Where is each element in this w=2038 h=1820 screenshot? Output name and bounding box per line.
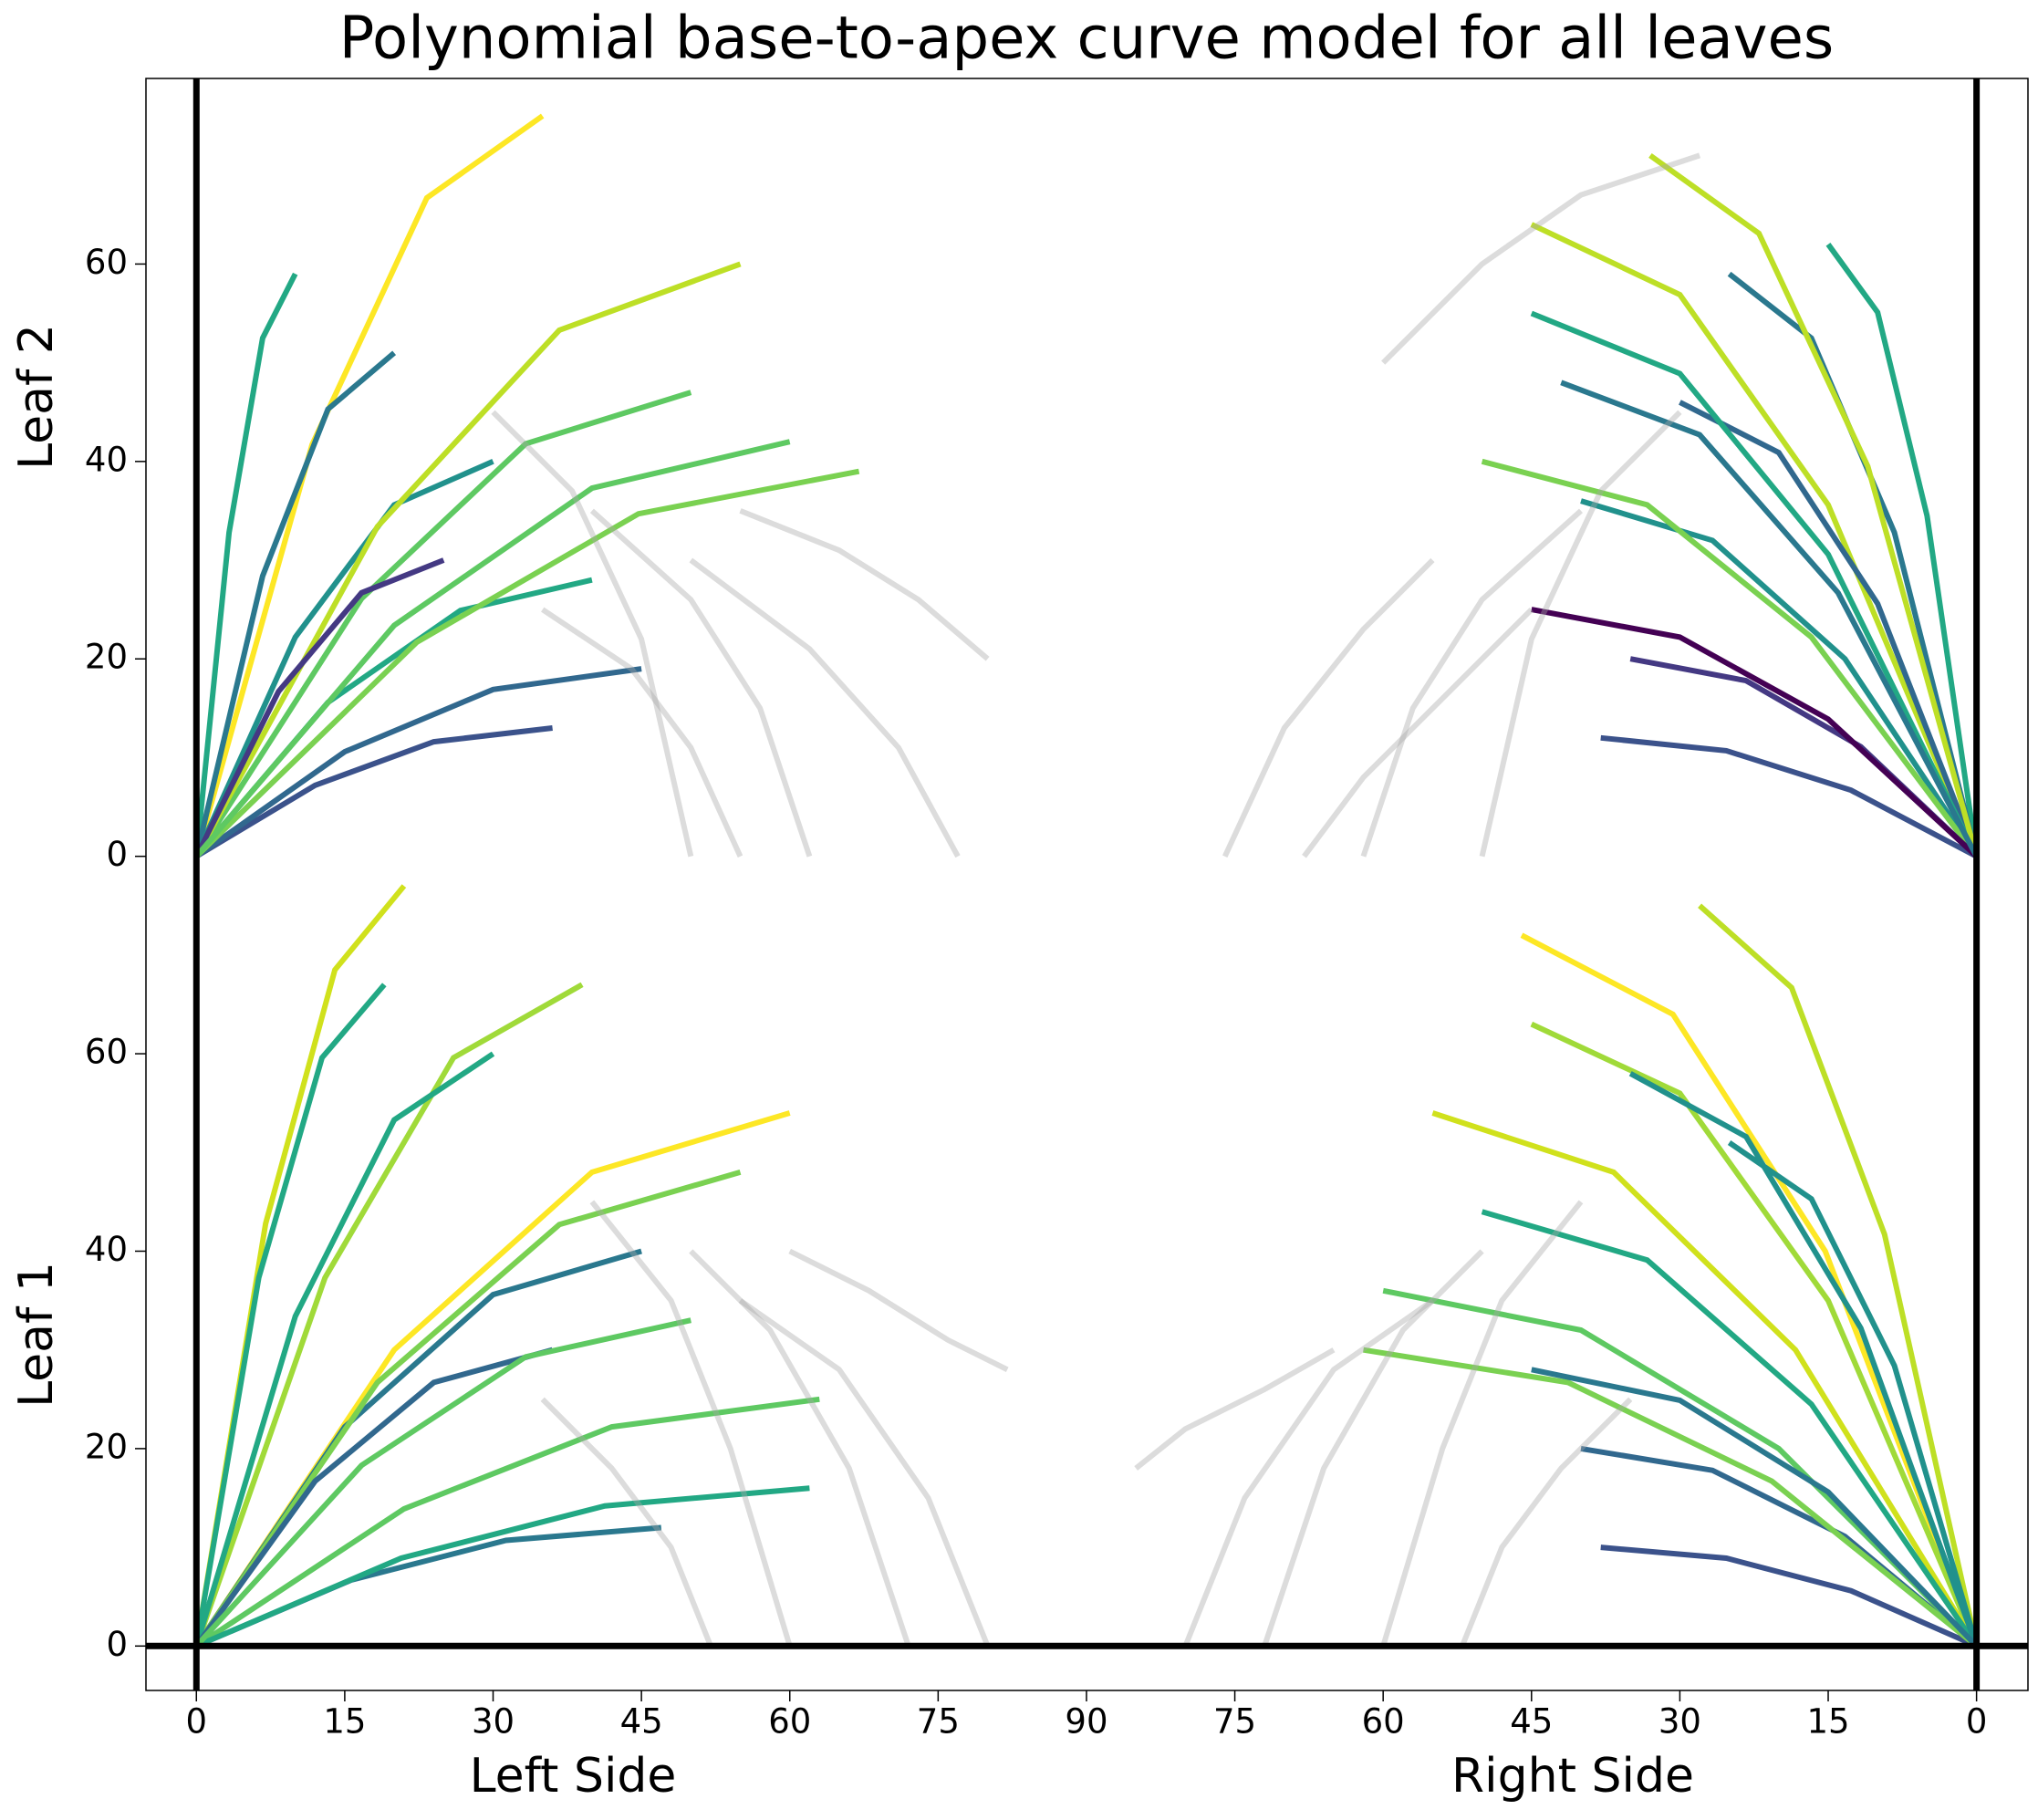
leaf-curve [540, 1397, 713, 1648]
leaf-curve [1698, 903, 1980, 1647]
leaf-curve [1520, 932, 1980, 1648]
leaf-curve [738, 1298, 991, 1648]
leaf-curve [1302, 607, 1534, 858]
leaf-curve [193, 459, 494, 858]
x-tick-label: 30 [1658, 1702, 1701, 1742]
leaf-curve [194, 1396, 820, 1648]
x-tick-label: 15 [323, 1702, 366, 1742]
x-tick-label: 60 [768, 1702, 811, 1742]
leaf-curve [193, 350, 397, 858]
leaf-curve [1727, 1140, 1980, 1648]
x-axis-label: Right Side [1451, 1749, 1694, 1804]
leaf-curve [193, 113, 545, 858]
leaf-curve [1481, 1209, 1980, 1648]
axes-frame [145, 78, 2029, 1691]
y-tick-label: 60 [85, 1033, 128, 1072]
leaf-curve [193, 983, 387, 1647]
leaf-curve [193, 1170, 742, 1648]
leaf-curve [1531, 607, 1979, 858]
leaf-curve [194, 666, 642, 859]
y-tick-label: 20 [85, 1427, 128, 1466]
y-tick-label: 0 [106, 1625, 128, 1664]
leaf-curve [788, 1248, 1009, 1372]
x-tick-label: 0 [186, 1702, 208, 1742]
leaf-curve [193, 557, 445, 858]
leaf-curve [1460, 1397, 1633, 1648]
y-tick-label: 40 [85, 440, 128, 479]
leaf-curve [589, 1200, 793, 1648]
x-axis-label: Left Side [470, 1749, 677, 1804]
y-tick-label: 60 [85, 243, 128, 282]
leaf-curve [491, 410, 694, 858]
x-tick-label: 45 [1510, 1702, 1553, 1742]
leaf-curve [195, 1485, 810, 1649]
leaf-curve [1262, 1249, 1484, 1648]
leaf-curve [1222, 557, 1435, 858]
leaf-curve [1560, 380, 1980, 858]
leaf-curve [1825, 243, 1980, 858]
leaf-curve [1382, 1287, 1979, 1648]
chart-title: Polynomial base-to-apex curve model for … [339, 5, 1835, 73]
leaf-curve [1580, 498, 1980, 858]
y-tick-label: 0 [106, 835, 128, 874]
leaf-curve [1648, 152, 1980, 858]
leaf-curve [194, 725, 553, 859]
leaf-curve [194, 1317, 691, 1648]
x-tick-label: 75 [1213, 1702, 1256, 1742]
leaf-curve [1431, 1110, 1980, 1648]
leaf-curve [1530, 1021, 1980, 1648]
leaf-curve [589, 508, 813, 858]
leaf-curve [194, 468, 860, 858]
leaf-curve [541, 607, 743, 858]
leaf-curve [1679, 400, 1980, 858]
leaf-curve [193, 261, 742, 858]
x-tick-label: 0 [1966, 1702, 1988, 1742]
leaf-curve [193, 272, 298, 858]
leaf-curve [1531, 1367, 1979, 1648]
leaf-curve [1381, 152, 1701, 365]
leaf-curve [1600, 1544, 1978, 1649]
y-axis-label: Leaf 2 [9, 324, 64, 470]
x-tick-label: 45 [620, 1702, 663, 1742]
leaf-curve [689, 1249, 911, 1648]
y-tick-label: 40 [85, 1230, 128, 1269]
leaf-curve [193, 1347, 554, 1648]
leaf-curve [1134, 1347, 1336, 1471]
leaf-curve [1481, 458, 1979, 858]
leaf-curve [739, 508, 990, 661]
leaf-curve [193, 982, 584, 1648]
leaf-curve [1530, 310, 1980, 858]
leaf-curve [1628, 1071, 1980, 1648]
leaf-curve [1600, 734, 1978, 859]
leaf-curve [1182, 1298, 1435, 1648]
x-tick-label: 90 [1065, 1702, 1107, 1742]
x-tick-label: 15 [1806, 1702, 1849, 1742]
leaf-curve [1479, 410, 1682, 858]
leaf-curve [1530, 222, 1980, 858]
leaf-curve [194, 439, 791, 858]
leaf-curve [193, 390, 692, 858]
leaf-curve [689, 557, 961, 858]
x-tick-label: 30 [472, 1702, 515, 1742]
leaf-curve [193, 1051, 495, 1648]
leaf-curve [1363, 1347, 1979, 1648]
leaf-curve [1380, 1200, 1584, 1648]
y-axis-label: Leaf 1 [9, 1262, 64, 1408]
x-tick-label: 60 [1362, 1702, 1405, 1742]
x-tick-label: 75 [917, 1702, 960, 1742]
leaf-curve [1360, 508, 1584, 858]
y-tick-label: 20 [85, 638, 128, 677]
